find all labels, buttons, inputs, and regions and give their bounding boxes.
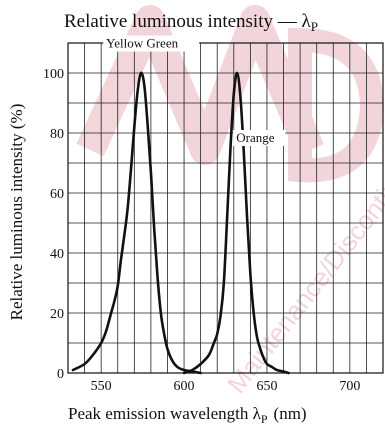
chart-title: Relative luminous intensity — λP — [64, 11, 318, 34]
plot-frame — [67, 42, 384, 374]
series-line-yellow-green — [71, 71, 202, 375]
y-tick-label: 60 — [50, 187, 64, 202]
x-tick-labels: 550 600 650 700 — [91, 379, 361, 394]
series-label-background — [103, 35, 200, 52]
x-tick-label: 650 — [256, 379, 277, 394]
series-line-orange — [182, 71, 290, 375]
series-group — [71, 71, 290, 375]
x-tick-label: 600 — [174, 379, 195, 394]
y-tick-labels: 0 20 40 60 80 100 — [43, 67, 64, 382]
x-tick-label: 550 — [91, 379, 112, 394]
y-axis-label: Relative luminous intensity (%) — [7, 104, 26, 321]
series-labels: Yellow Green Orange — [103, 35, 286, 146]
series-label-yellow-green: Yellow Green — [106, 36, 178, 51]
x-axis-label: Peak emission wavelength λP (nm) — [68, 404, 307, 426]
series-label-orange: Orange — [236, 130, 274, 145]
y-tick-label: 20 — [50, 307, 64, 322]
y-tick-label: 80 — [50, 127, 64, 142]
watermark-letter-m — [76, 5, 324, 165]
watermark-letter-d — [288, 27, 385, 183]
series-label-background — [233, 130, 286, 146]
y-tick-label: 100 — [43, 67, 64, 82]
y-tick-label: 0 — [57, 367, 64, 382]
x-tick-label: 700 — [339, 379, 360, 394]
y-tick-label: 40 — [50, 247, 64, 262]
